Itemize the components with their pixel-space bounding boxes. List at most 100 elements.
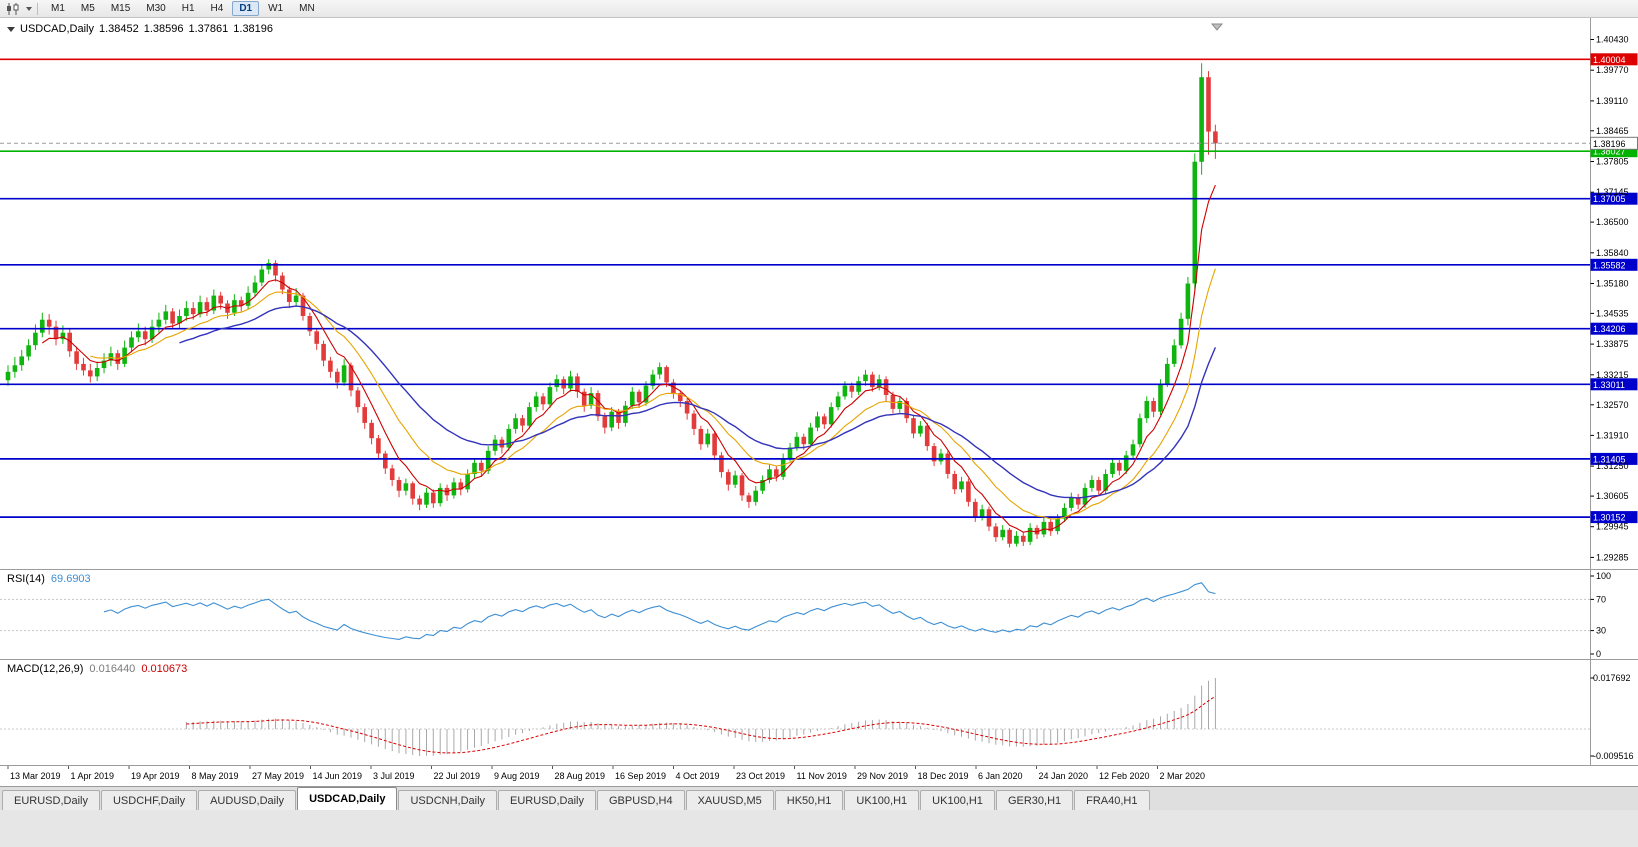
- svg-text:29 Nov 2019: 29 Nov 2019: [857, 771, 908, 781]
- svg-text:1.29285: 1.29285: [1596, 552, 1629, 562]
- candlestick-chart-icon[interactable]: [6, 2, 20, 15]
- tab-gbpusd-h4[interactable]: GBPUSD,H4: [597, 790, 685, 810]
- svg-text:8 May 2019: 8 May 2019: [192, 771, 239, 781]
- macd-main-value: 0.016440: [89, 663, 136, 675]
- tab-audusd-daily[interactable]: AUDUSD,Daily: [198, 790, 297, 810]
- tab-uk100-h1-2[interactable]: UK100,H1: [920, 790, 995, 810]
- tab-label: XAUUSD,M5: [697, 794, 762, 807]
- rsi-axis-label: 30: [1596, 626, 1606, 636]
- svg-text:1 Apr 2019: 1 Apr 2019: [71, 771, 115, 781]
- svg-text:1.31250: 1.31250: [1596, 461, 1629, 471]
- tab-eurusd-daily-2[interactable]: EURUSD,Daily: [498, 790, 596, 810]
- svg-text:1.39110: 1.39110: [1596, 96, 1628, 106]
- svg-text:9 Aug 2019: 9 Aug 2019: [494, 771, 540, 781]
- svg-text:1.35840: 1.35840: [1596, 248, 1629, 258]
- svg-text:1.34206: 1.34206: [1593, 324, 1626, 334]
- rsi-axis-label: 0: [1596, 649, 1601, 659]
- timeframe-button-m15[interactable]: M15: [104, 1, 137, 16]
- price-level-badge: [1590, 192, 1638, 205]
- svg-text:1.35180: 1.35180: [1596, 278, 1629, 288]
- svg-text:1.37005: 1.37005: [1593, 194, 1626, 204]
- macd-signal-line: [186, 695, 1216, 754]
- chart-symbol-label: USDCAD,Daily: [20, 23, 94, 35]
- time-axis[interactable]: 13 Mar 2019 1 Apr 2019 19 Apr 2019 8 May 20…: [7, 766, 1206, 781]
- tab-fra40-h1[interactable]: FRA40,H1: [1074, 790, 1150, 810]
- svg-text:6 Jan 2020: 6 Jan 2020: [978, 771, 1023, 781]
- svg-text:1.36500: 1.36500: [1596, 217, 1629, 227]
- svg-text:28 Aug 2019: 28 Aug 2019: [555, 771, 606, 781]
- tab-uk100-h1[interactable]: UK100,H1: [844, 790, 920, 810]
- tab-label: UK100,H1: [856, 794, 908, 807]
- svg-text:1.38196: 1.38196: [1593, 139, 1626, 149]
- rsi-indicator-label: RSI(14) 69.6903: [7, 573, 91, 585]
- tab-label: HK50,H1: [786, 794, 832, 807]
- svg-text:1.31910: 1.31910: [1596, 430, 1629, 440]
- rsi-axis-label: 70: [1596, 594, 1606, 604]
- ohlc-high: 1.38596: [143, 23, 184, 35]
- svg-text:4 Oct 2019: 4 Oct 2019: [676, 771, 720, 781]
- svg-text:16 Sep 2019: 16 Sep 2019: [615, 771, 666, 781]
- tab-usdcnh-daily[interactable]: USDCNH,Daily: [398, 790, 498, 810]
- svg-text:1.38027: 1.38027: [1593, 147, 1626, 157]
- tab-usdcad-daily[interactable]: USDCAD,Daily: [297, 787, 398, 810]
- svg-text:13 Mar 2019: 13 Mar 2019: [10, 771, 61, 781]
- symbol-dropdown-icon[interactable]: [7, 26, 15, 32]
- svg-text:1.33875: 1.33875: [1596, 339, 1629, 349]
- svg-text:1.34535: 1.34535: [1596, 308, 1629, 318]
- svg-text:19 Apr 2019: 19 Apr 2019: [131, 771, 180, 781]
- rsi-name: RSI(14): [7, 573, 45, 585]
- rsi-value: 69.6903: [50, 573, 91, 585]
- price-level-badge: [1590, 258, 1638, 271]
- macd-name: MACD(12,26,9): [7, 663, 84, 675]
- tab-xauusd-m5[interactable]: XAUUSD,M5: [685, 790, 774, 810]
- rsi-axis-label: 100: [1596, 571, 1611, 581]
- timeframe-button-w1[interactable]: W1: [261, 1, 290, 16]
- svg-text:1.32570: 1.32570: [1596, 400, 1629, 410]
- tab-label: FRA40,H1: [1086, 794, 1138, 807]
- timeframe-button-m1[interactable]: M1: [44, 1, 72, 16]
- ma-medium-line: [90, 268, 1216, 520]
- timeframe-button-m30[interactable]: M30: [139, 1, 172, 16]
- chart-background: [0, 18, 1638, 786]
- macd-histogram: [185, 678, 1216, 756]
- tab-hk50-h1[interactable]: HK50,H1: [774, 790, 844, 810]
- macd-axis-label: -0.009516: [1593, 751, 1634, 761]
- ohlc-close: 1.38196: [233, 23, 274, 35]
- svg-text:14 Jun 2019: 14 Jun 2019: [313, 771, 363, 781]
- svg-text:1.33011: 1.33011: [1593, 380, 1625, 390]
- status-strip: [0, 810, 1638, 847]
- svg-text:2 Mar 2020: 2 Mar 2020: [1160, 771, 1206, 781]
- svg-text:27 May 2019: 27 May 2019: [252, 771, 304, 781]
- ohlc-open: 1.38452: [98, 23, 139, 35]
- macd-indicator-label: MACD(12,26,9) 0.016440 0.010673: [7, 663, 187, 675]
- svg-text:1.35582: 1.35582: [1593, 260, 1626, 270]
- price-level-badge: [1590, 511, 1638, 524]
- timeframe-button-h1[interactable]: H1: [175, 1, 202, 16]
- timeframe-button-d1[interactable]: D1: [232, 1, 260, 16]
- tab-label: GER30,H1: [1007, 794, 1062, 807]
- macd-signal-value: 0.010673: [141, 663, 188, 675]
- svg-text:1.30152: 1.30152: [1593, 513, 1626, 523]
- tab-usdchf-daily[interactable]: USDCHF,Daily: [100, 790, 198, 810]
- timeframe-button-h4[interactable]: H4: [204, 1, 231, 16]
- tab-label: USDCAD,Daily: [309, 793, 386, 805]
- price-level-badge: [1590, 322, 1638, 335]
- svg-text:12 Feb 2020: 12 Feb 2020: [1099, 771, 1150, 781]
- svg-text:3 Jul 2019: 3 Jul 2019: [373, 771, 415, 781]
- timeframe-button-mn[interactable]: MN: [292, 1, 322, 16]
- tab-label: USDCNH,Daily: [410, 794, 486, 807]
- tab-label: AUDUSD,Daily: [210, 794, 285, 807]
- price-axis[interactable]: 1.40430 1.39770 1.39110 1.38465 1.37805 1.371…: [1590, 35, 1629, 563]
- svg-text:1.33215: 1.33215: [1596, 370, 1629, 380]
- timeframe-button-m5[interactable]: M5: [74, 1, 102, 16]
- tab-ger30-h1[interactable]: GER30,H1: [995, 790, 1074, 810]
- svg-text:11 Nov 2019: 11 Nov 2019: [797, 771, 847, 781]
- chevron-down-icon[interactable]: [26, 6, 32, 11]
- svg-text:1.40004: 1.40004: [1593, 55, 1626, 65]
- price-level-badge: [1590, 378, 1638, 391]
- tab-eurusd-daily[interactable]: EURUSD,Daily: [2, 790, 100, 810]
- svg-text:1.39770: 1.39770: [1596, 65, 1629, 75]
- chart-tab-bar: EURUSD,Daily USDCHF,Daily AUDUSD,Daily U…: [0, 786, 1638, 810]
